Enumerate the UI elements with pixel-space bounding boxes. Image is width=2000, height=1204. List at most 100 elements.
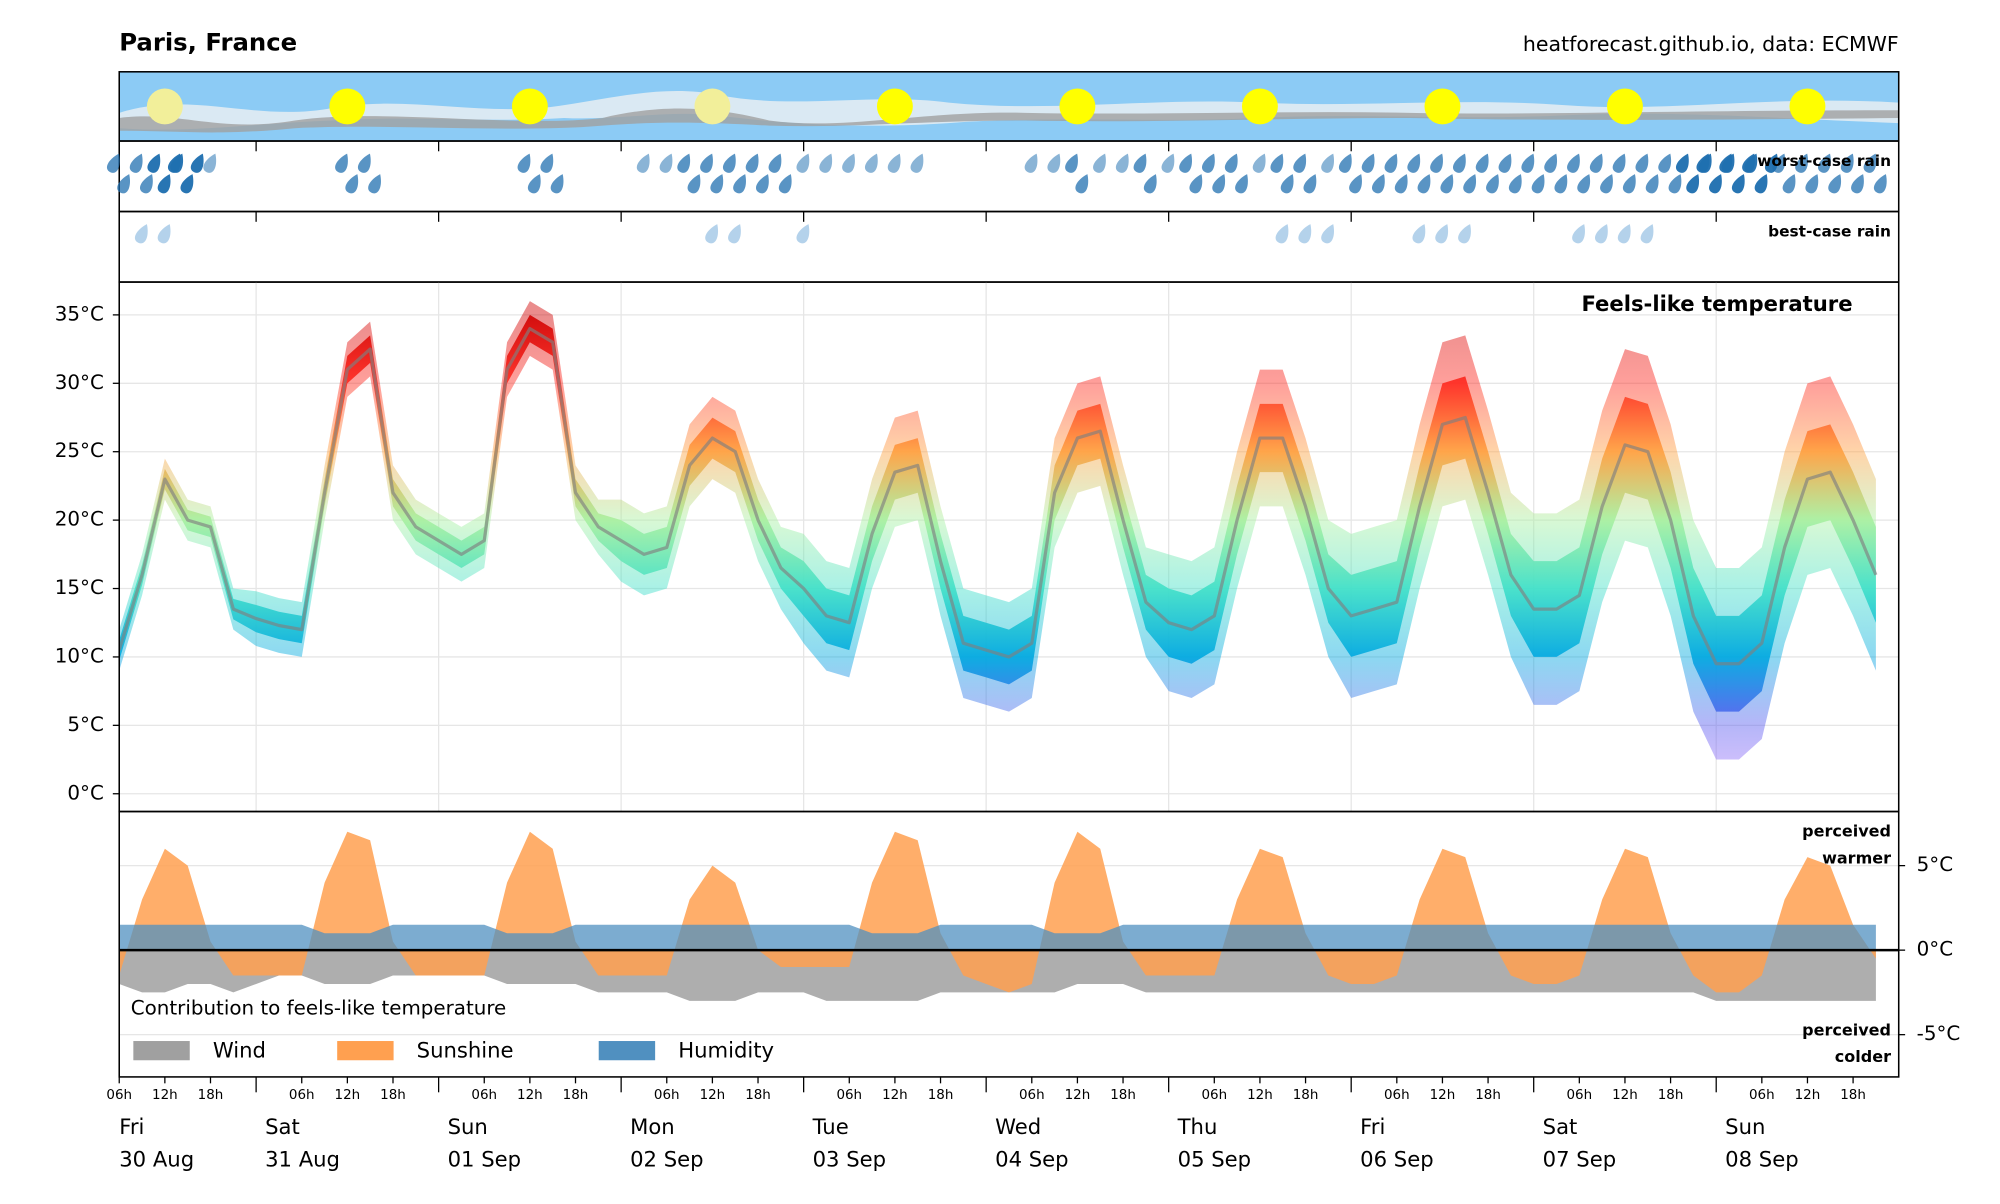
rain-drop — [203, 153, 217, 173]
x-day-label: Sat — [265, 1114, 300, 1139]
panel-label: best-case rain — [1768, 223, 1891, 241]
rain-drop — [1828, 174, 1842, 194]
hour-tick-label: 18h — [745, 1088, 771, 1103]
legend-swatch — [133, 1041, 190, 1061]
rain-drop — [1394, 174, 1408, 194]
rain-drop — [1772, 153, 1786, 173]
rain-drop — [864, 153, 878, 173]
hour-tick-label: 06h — [836, 1088, 862, 1103]
rain-drop — [1463, 174, 1476, 194]
legend-swatch — [337, 1041, 394, 1061]
rain-drop — [778, 174, 792, 194]
y-tick-label: 30°C — [55, 371, 104, 394]
rain-drop — [1863, 153, 1877, 173]
legend-title: Contribution to feels-like temperature — [131, 996, 507, 1019]
x-date-label: 08 Sep — [1725, 1146, 1798, 1171]
chart-title: Paris, France — [119, 28, 297, 57]
rain-drop — [1093, 153, 1106, 173]
rain-drop — [1275, 224, 1289, 244]
sky-strip — [119, 71, 1899, 142]
rain-drop — [819, 153, 833, 173]
rain-drop — [1179, 153, 1192, 173]
rain-drop — [1338, 153, 1352, 173]
sun-icon — [1059, 88, 1096, 125]
rain-drop — [1453, 153, 1466, 173]
panel-label: colder — [1835, 1047, 1891, 1066]
rain-drop — [1782, 174, 1796, 194]
y-tick-label: 5°C — [67, 713, 103, 736]
rain-drop — [1475, 153, 1489, 173]
rain-drop — [677, 153, 691, 173]
y-tick-label: 20°C — [55, 508, 104, 531]
rain-drop — [1298, 224, 1312, 244]
x-date-label: 07 Sep — [1543, 1146, 1616, 1171]
hour-tick-label: 18h — [1110, 1088, 1136, 1103]
hour-tick-label: 18h — [928, 1088, 954, 1103]
rain-drop — [1658, 153, 1672, 173]
x-day-label: Fri — [1360, 1114, 1385, 1139]
rain-drop — [1498, 153, 1512, 173]
rain-drop — [147, 153, 161, 173]
rain-drop — [1189, 174, 1203, 194]
rain-drop — [1508, 174, 1522, 194]
rain-layer — [107, 153, 1887, 244]
legend: Wind Sunshine Humidity — [133, 1037, 774, 1062]
rain-drop — [117, 174, 130, 194]
rain-drop — [1212, 174, 1226, 194]
hour-tick-label: 12h — [1612, 1088, 1638, 1103]
x-day-label: Sat — [1543, 1114, 1578, 1139]
rain-drop — [1840, 153, 1854, 173]
legend-label: Humidity — [678, 1037, 774, 1062]
panel-label: perceived — [1802, 822, 1891, 841]
rain-drop — [1417, 174, 1431, 194]
rain-drop — [357, 153, 371, 173]
temperature-layer — [119, 301, 1878, 760]
rain-drop — [756, 174, 769, 194]
rain-drop — [1698, 153, 1712, 173]
sun-icon — [694, 88, 731, 125]
rain-drop — [733, 174, 746, 194]
rain-drop — [710, 174, 724, 194]
y2-tick-label: 5°C — [1917, 853, 1953, 876]
rain-drop — [1372, 174, 1385, 194]
sun-icons — [146, 88, 1826, 125]
rain-drop — [687, 174, 701, 194]
panel-label: Feels-like temperature — [1581, 291, 1852, 316]
chart-subtitle: heatforecast.github.io, data: ECMWF — [1523, 32, 1899, 56]
sun-icon — [1789, 88, 1826, 125]
hour-tick-label: 18h — [563, 1088, 589, 1103]
hour-tick-label: 12h — [335, 1088, 361, 1103]
x-day-label: Tue — [812, 1114, 849, 1139]
cloud-cover — [119, 91, 1899, 130]
rain-drop — [1024, 153, 1038, 173]
x-day-label: Mon — [630, 1114, 675, 1139]
rain-drop — [1321, 153, 1334, 173]
rain-drop — [700, 153, 713, 173]
rain-drop — [1577, 174, 1591, 194]
y2-tick-label: 0°C — [1917, 938, 1953, 961]
rain-drop — [1440, 174, 1454, 194]
x-date-label: 03 Sep — [813, 1146, 886, 1171]
rain-drop — [1744, 153, 1758, 173]
rain-drop — [728, 224, 741, 244]
hour-tick-label: 12h — [882, 1088, 908, 1103]
rain-drop — [1612, 153, 1626, 173]
hour-tick-label: 06h — [1201, 1088, 1227, 1103]
panel-label: warmer — [1822, 848, 1891, 867]
y-tick-label: 0°C — [67, 781, 103, 804]
rain-drop — [1075, 174, 1089, 194]
x-date-label: 06 Sep — [1360, 1146, 1433, 1171]
panel-label: worst-case rain — [1757, 152, 1891, 170]
rain-drop — [1143, 174, 1157, 194]
hour-tick-label: 18h — [1293, 1088, 1319, 1103]
panel-label: perceived — [1802, 1020, 1891, 1039]
rain-drop — [1486, 174, 1499, 194]
x-date-label: 02 Sep — [630, 1146, 703, 1171]
contribution-frame — [118, 810, 1900, 1078]
hour-tick-label: 12h — [1795, 1088, 1821, 1103]
x-day-label: Fri — [119, 1114, 144, 1139]
rain-drop — [887, 153, 901, 173]
hour-tick-label: 12h — [1430, 1088, 1456, 1103]
